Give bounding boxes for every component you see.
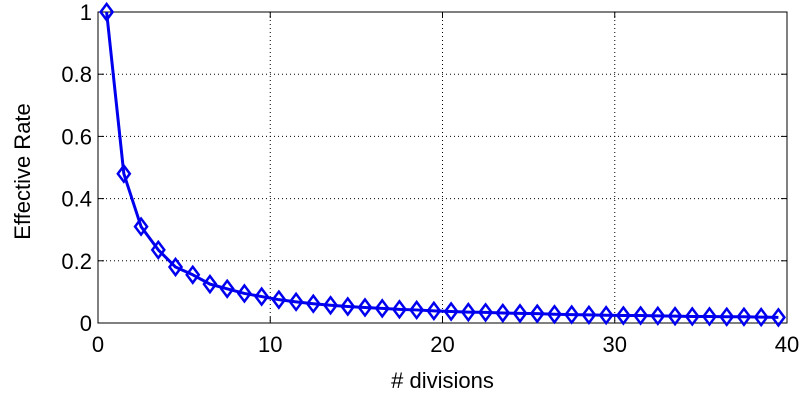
series-layer xyxy=(99,1,786,328)
data-point xyxy=(478,302,494,323)
data-point xyxy=(133,216,149,237)
data-point xyxy=(271,289,287,310)
data-point xyxy=(770,307,786,328)
data-point xyxy=(495,302,511,324)
data-point xyxy=(719,306,735,327)
x-tick-label: 20 xyxy=(430,332,454,357)
x-tick-label: 10 xyxy=(258,332,282,357)
data-point xyxy=(426,300,442,321)
data-point xyxy=(322,295,339,316)
data-point xyxy=(546,304,563,325)
data-point xyxy=(185,264,201,285)
y-tick-label: 0 xyxy=(80,311,92,336)
y-tick-label: 0.8 xyxy=(61,62,92,87)
data-point xyxy=(615,305,631,326)
data-point xyxy=(305,293,321,314)
data-point xyxy=(340,296,356,317)
data-point xyxy=(219,278,235,299)
data-point xyxy=(409,299,425,321)
data-point xyxy=(116,163,132,184)
data-point xyxy=(512,303,528,324)
x-tick-label: 30 xyxy=(603,332,627,357)
y-tick-label: 0.2 xyxy=(61,249,92,274)
data-point xyxy=(564,304,580,325)
data-point xyxy=(581,304,597,325)
data-point xyxy=(460,302,476,323)
data-point xyxy=(701,306,718,327)
data-point xyxy=(736,306,752,327)
data-point xyxy=(753,307,769,328)
tick-labels: 0 10 20 30 40 0 0.2 0.4 0.6 0.8 1 xyxy=(61,0,799,357)
data-point xyxy=(288,291,304,312)
data-point xyxy=(650,305,666,326)
data-point xyxy=(167,256,184,278)
y-tick-label: 0.6 xyxy=(61,124,92,149)
series-line xyxy=(105,11,779,319)
data-point xyxy=(236,283,252,304)
x-tick-label: 0 xyxy=(92,332,104,357)
data-point xyxy=(443,301,459,322)
y-axis-label: Effective Rate xyxy=(10,103,35,240)
data-point xyxy=(633,305,649,326)
data-point xyxy=(529,303,545,324)
y-tick-label: 0.4 xyxy=(61,187,92,212)
data-point xyxy=(254,286,270,307)
data-point xyxy=(391,299,408,320)
data-point xyxy=(667,306,683,327)
data-point xyxy=(202,274,218,295)
x-axis-label: # divisions xyxy=(391,368,494,393)
y-tick-label: 1 xyxy=(80,0,92,25)
data-point xyxy=(684,306,700,327)
data-point xyxy=(99,1,115,23)
data-point xyxy=(150,239,166,260)
axis-ticks xyxy=(97,11,788,324)
grid-lines xyxy=(98,12,787,323)
x-tick-label: 40 xyxy=(775,332,799,357)
data-point xyxy=(357,297,373,318)
data-point xyxy=(598,305,614,326)
data-point xyxy=(374,298,390,319)
